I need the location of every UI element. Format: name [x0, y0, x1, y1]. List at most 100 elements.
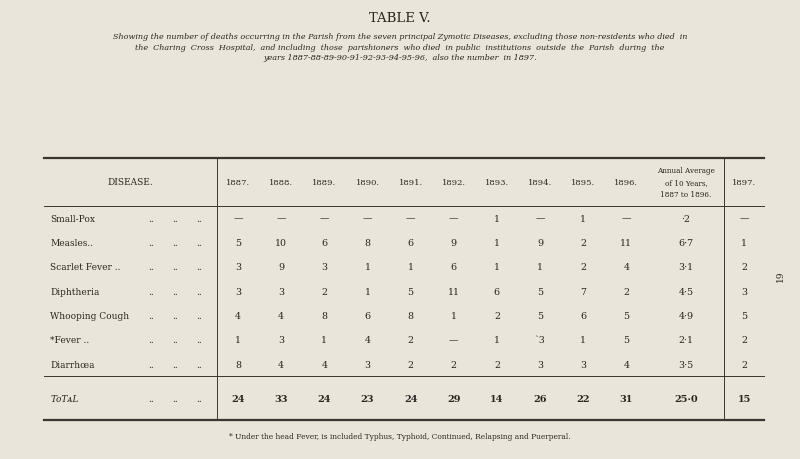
Text: 5: 5: [235, 239, 241, 247]
Text: 8: 8: [408, 311, 414, 320]
Text: ..: ..: [197, 239, 202, 247]
Text: 2: 2: [494, 360, 500, 369]
Text: 3: 3: [365, 360, 370, 369]
Text: ..: ..: [172, 336, 178, 344]
Text: 2: 2: [741, 360, 747, 369]
Text: —: —: [234, 214, 243, 223]
Text: 2: 2: [580, 263, 586, 272]
Text: 3: 3: [537, 360, 543, 369]
Text: 2: 2: [741, 263, 747, 272]
Text: 1: 1: [408, 263, 414, 272]
Text: 1894.: 1894.: [528, 179, 552, 186]
Text: ..: ..: [172, 287, 178, 296]
Text: 1: 1: [365, 287, 370, 296]
Text: 9: 9: [278, 263, 284, 272]
Text: 3: 3: [741, 287, 747, 296]
Text: 6: 6: [494, 287, 500, 296]
Text: 5: 5: [623, 311, 630, 320]
Text: 5: 5: [537, 287, 543, 296]
Text: —: —: [622, 214, 631, 223]
Text: 14: 14: [490, 394, 503, 403]
Text: 23: 23: [361, 394, 374, 403]
Text: TᴏTᴀL: TᴏTᴀL: [50, 394, 79, 403]
Text: 9: 9: [537, 239, 543, 247]
Text: ..: ..: [172, 263, 178, 272]
Text: ..: ..: [148, 360, 154, 369]
Text: —: —: [362, 214, 372, 223]
Text: 1: 1: [235, 336, 241, 344]
Text: —: —: [739, 214, 749, 223]
Text: 8: 8: [322, 311, 327, 320]
Text: 6·7: 6·7: [678, 239, 694, 247]
Text: 2: 2: [494, 311, 500, 320]
Text: ˋ3: ˋ3: [534, 336, 546, 344]
Text: ..: ..: [172, 394, 178, 403]
Text: ..: ..: [148, 239, 154, 247]
Text: 3: 3: [278, 336, 284, 344]
Text: 1: 1: [494, 263, 500, 272]
Text: 4·9: 4·9: [678, 311, 694, 320]
Text: 10: 10: [275, 239, 287, 247]
Text: ..: ..: [148, 287, 154, 296]
Text: 5: 5: [741, 311, 747, 320]
Text: 3·5: 3·5: [678, 360, 694, 369]
Text: Whooping Cough: Whooping Cough: [50, 311, 130, 320]
Text: 1: 1: [580, 214, 586, 223]
Text: 4: 4: [278, 360, 284, 369]
Text: 2: 2: [741, 336, 747, 344]
Text: * Under the head Fever, is included Typhus, Typhoid, Continued, Relapsing and Pu: * Under the head Fever, is included Typh…: [229, 432, 571, 440]
Text: 7: 7: [580, 287, 586, 296]
Text: Scarlet Fever ..: Scarlet Fever ..: [50, 263, 121, 272]
Text: —: —: [535, 214, 545, 223]
Text: ..: ..: [172, 311, 178, 320]
Text: years 1887-88-89-90-91-92-93-94-95-96,  also the number  in 1897.: years 1887-88-89-90-91-92-93-94-95-96, a…: [263, 54, 537, 62]
Text: ..: ..: [148, 263, 154, 272]
Text: 1: 1: [322, 336, 327, 344]
Text: 1890.: 1890.: [355, 179, 379, 186]
Text: ..: ..: [197, 360, 202, 369]
Text: 5: 5: [537, 311, 543, 320]
Text: 1895.: 1895.: [571, 179, 595, 186]
Text: DISEASE.: DISEASE.: [107, 178, 153, 187]
Text: —: —: [449, 214, 458, 223]
Text: 1887.: 1887.: [226, 179, 250, 186]
Text: 19: 19: [775, 269, 785, 281]
Text: ..: ..: [148, 394, 154, 403]
Text: 1: 1: [494, 214, 500, 223]
Text: 31: 31: [620, 394, 633, 403]
Text: 8: 8: [235, 360, 241, 369]
Text: TABLE V.: TABLE V.: [369, 11, 431, 24]
Text: 1: 1: [365, 263, 370, 272]
Text: 3: 3: [278, 287, 284, 296]
Text: 2: 2: [450, 360, 457, 369]
Text: 4: 4: [278, 311, 284, 320]
Text: 2: 2: [580, 239, 586, 247]
Text: 1891.: 1891.: [398, 179, 422, 186]
Text: *Fever ..: *Fever ..: [50, 336, 90, 344]
Text: —: —: [320, 214, 329, 223]
Text: —: —: [449, 336, 458, 344]
Text: Showing the number of deaths occurring in the Parish from the seven principal Zy: Showing the number of deaths occurring i…: [113, 33, 687, 41]
Text: ..: ..: [197, 394, 202, 403]
Text: ..: ..: [172, 239, 178, 247]
Text: 24: 24: [404, 394, 418, 403]
Text: Annual Average: Annual Average: [657, 167, 715, 174]
Text: 11: 11: [448, 287, 460, 296]
Text: 33: 33: [274, 394, 288, 403]
Text: 26: 26: [534, 394, 546, 403]
Text: 1: 1: [494, 336, 500, 344]
Text: 2·1: 2·1: [678, 336, 694, 344]
Text: ..: ..: [197, 336, 202, 344]
Text: 2: 2: [322, 287, 327, 296]
Text: 6: 6: [580, 311, 586, 320]
Text: ..: ..: [197, 311, 202, 320]
Text: 1889.: 1889.: [312, 179, 337, 186]
Text: 25·0: 25·0: [674, 394, 698, 403]
Text: ..: ..: [172, 214, 178, 223]
Text: 22: 22: [577, 394, 590, 403]
Text: 8: 8: [365, 239, 370, 247]
Text: 9: 9: [450, 239, 457, 247]
Text: 4: 4: [623, 263, 630, 272]
Text: 2: 2: [408, 336, 414, 344]
Text: the  Charing  Cross  Hospital,  and including  those  parishioners  who died  in: the Charing Cross Hospital, and includin…: [135, 44, 665, 51]
